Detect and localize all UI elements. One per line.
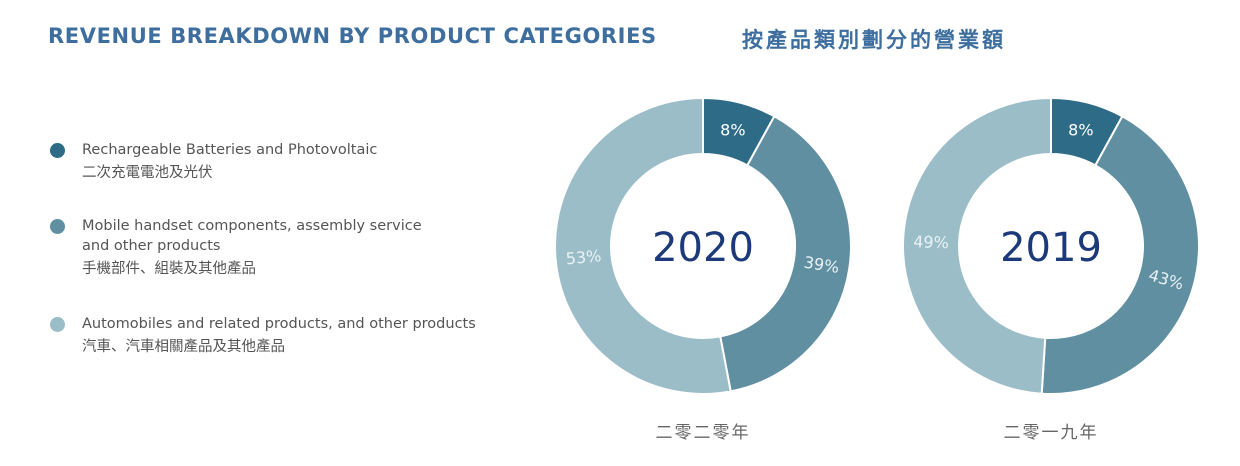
legend-label-line: Automobiles and related products, and ot…: [82, 316, 476, 332]
donut-caption-2020: 二零二零年: [655, 423, 751, 443]
slice-label-batteries-2020: 8%: [720, 120, 745, 139]
donut-hole-2019: [959, 154, 1143, 338]
title-en: REVENUE BREAKDOWN BY PRODUCT CATEGORIES: [48, 24, 657, 48]
title-zh: 按產品類別劃分的營業額: [742, 28, 1006, 52]
legend-label-batteries: Rechargeable Batteries and Photovoltaic …: [82, 140, 377, 183]
donut-hole-2020: [611, 154, 795, 338]
donut-year-2020: 2020: [652, 225, 754, 271]
slice-label-batteries-2019: 8%: [1068, 120, 1093, 139]
donut-caption-2019: 二零一九年: [1003, 423, 1099, 443]
legend-label-line: 汽車、汽車相關產品及其他產品: [82, 339, 285, 355]
legend-label-line: 二次充電電池及光伏: [82, 165, 213, 181]
legend-label-automobiles: Automobiles and related products, and ot…: [82, 314, 476, 357]
slice-label-automobiles-2020: 53%: [565, 246, 602, 268]
legend-label-line: 手機部件、組裝及其他產品: [82, 261, 256, 277]
legend-label-line: and other products: [82, 238, 221, 254]
legend-label-line: Mobile handset components, assembly serv…: [82, 218, 422, 234]
donut-year-2019: 2019: [1000, 225, 1102, 271]
legend-label-line: Rechargeable Batteries and Photovoltaic: [82, 142, 378, 158]
legend-swatch-automobiles: [50, 317, 65, 332]
legend-swatch-mobile: [50, 219, 65, 234]
legend-swatch-batteries: [50, 143, 65, 158]
legend-label-mobile: Mobile handset components, assembly serv…: [82, 216, 422, 279]
slice-label-automobiles-2019: 49%: [913, 232, 949, 252]
